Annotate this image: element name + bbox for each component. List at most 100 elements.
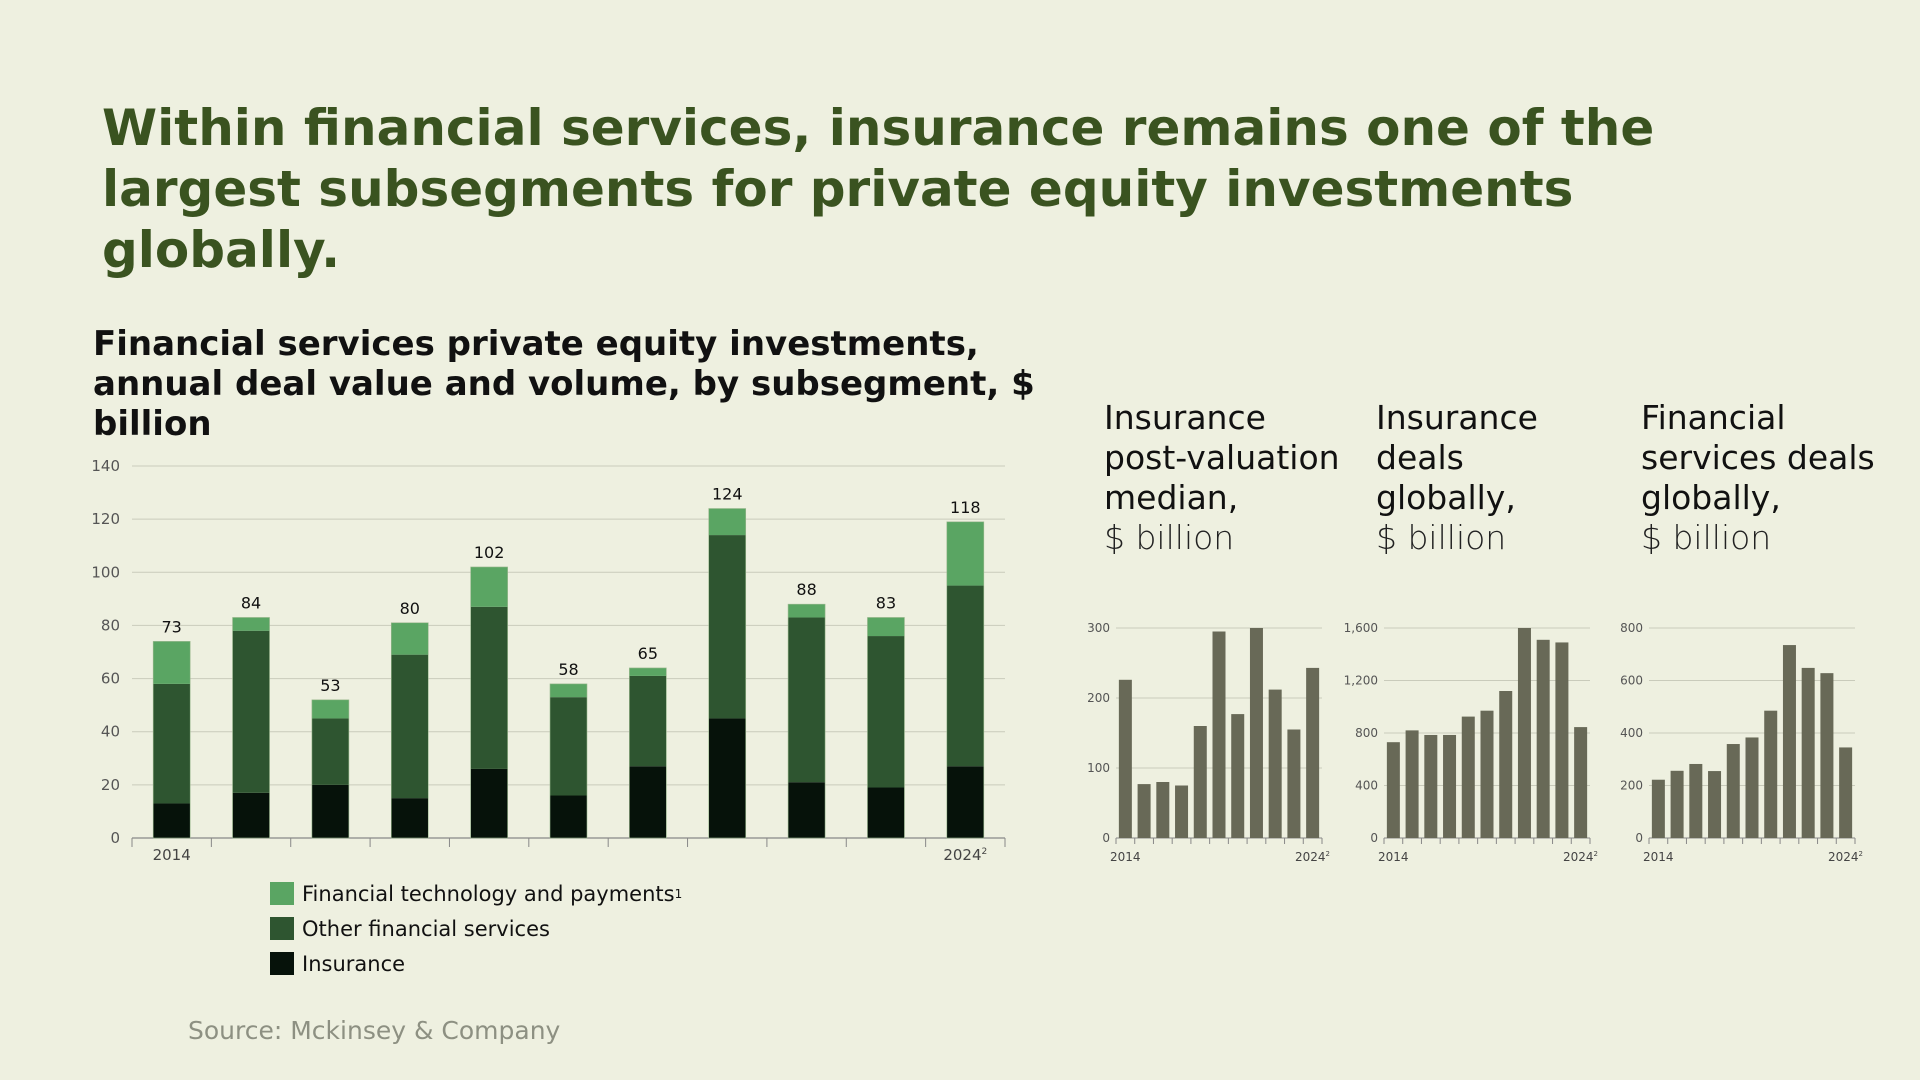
bar-other-9 [867, 636, 905, 788]
data-label-total-6: 65 [638, 644, 658, 663]
mini2-x-label-last: 20242 [1563, 850, 1598, 864]
bar-outline-7 [708, 508, 747, 839]
main-chart-title: Financial services private equity invest… [93, 324, 1035, 444]
y-tick-label-0: 0 [110, 829, 120, 847]
mini1-bar-2 [1156, 782, 1170, 838]
y-tick-label-40: 40 [101, 723, 120, 741]
bar-insurance-0 [153, 803, 191, 838]
mini1-x-label-first: 2014 [1110, 850, 1141, 864]
mini2-bar-1 [1405, 730, 1419, 838]
mini2-bar-7 [1517, 628, 1531, 838]
mini2-bar-3 [1443, 734, 1457, 838]
bar-insurance-8 [788, 782, 826, 838]
mini-bar-chart-insurance-deals: 0 400 800 1,200 1,600 2014 20242 [1344, 621, 1598, 864]
bar-fintech-1 [232, 617, 270, 631]
bar-insurance-5 [550, 795, 587, 838]
mini2-y-tick-label-3: 1,200 [1344, 674, 1378, 688]
mini2-bar-10 [1574, 727, 1588, 838]
mini-chart-1-title-line-2: post-valuation [1104, 438, 1340, 477]
bar-insurance-7 [708, 718, 746, 838]
mini1-bar-1 [1137, 784, 1151, 838]
mini1-bar-5 [1212, 631, 1226, 838]
mini2-bar-6 [1499, 691, 1513, 838]
mini3-y-tick-label-3: 600 [1620, 674, 1643, 688]
bar-insurance-9 [867, 787, 905, 838]
bar-fintech-2 [311, 699, 349, 719]
data-label-total-2: 53 [320, 676, 340, 695]
bar-outline-5 [549, 683, 588, 839]
mini2-y-tick-label-1: 400 [1355, 779, 1378, 793]
mini-bar-chart-financial-deals: 0 200 400 600 800 2014 20242 [1620, 621, 1863, 864]
data-label-total-0: 73 [162, 617, 182, 636]
data-label-total-7: 124 [712, 485, 743, 504]
mini3-bar-2 [1689, 763, 1703, 838]
mini1-y-tick-label-2: 200 [1087, 691, 1110, 705]
mini-chart-3-title-line-3: globally, [1641, 478, 1781, 517]
main-stacked-bar-chart: 0 20 40 60 80 100 120 140 73 84 53 80 102 58 65 124 88 83… [91, 457, 1006, 864]
mini2-y-tick-label-2: 800 [1355, 726, 1378, 740]
bar-fintech-9 [867, 617, 905, 637]
bar-other-7 [708, 535, 746, 719]
mini3-bar-1 [1670, 770, 1684, 838]
mini3-bar-6 [1764, 710, 1778, 838]
bar-fintech-6 [629, 667, 667, 676]
bar-fintech-5 [550, 683, 587, 698]
mini2-bar-9 [1555, 642, 1569, 838]
mini1-bar-3 [1175, 785, 1189, 838]
source-note: Source: Mckinsey & Company [188, 1016, 561, 1045]
bar-insurance-2 [311, 784, 349, 838]
mini2-bar-8 [1536, 639, 1550, 838]
data-label-total-9: 83 [876, 593, 896, 612]
mini1-bar-6 [1231, 714, 1245, 838]
bar-insurance-4 [470, 768, 508, 838]
mini-chart-2-title: Insurance deals globally, $ billion [1376, 398, 1636, 558]
mini3-y-tick-label-2: 400 [1620, 726, 1643, 740]
mini3-bar-7 [1782, 645, 1796, 838]
bar-insurance-3 [391, 798, 429, 838]
bar-insurance-10 [946, 766, 984, 838]
mini3-x-label-last: 20242 [1828, 850, 1863, 864]
bar-other-0 [153, 683, 191, 804]
mini1-bar-9 [1287, 729, 1301, 838]
mini3-bar-8 [1801, 667, 1815, 838]
mini1-x-label-last: 20242 [1295, 850, 1330, 864]
mini3-bar-5 [1745, 737, 1759, 838]
bar-other-8 [788, 617, 826, 783]
mini1-y-tick-label-1: 100 [1087, 761, 1110, 775]
mini-bar-chart-insurance-valuation: 0 100 200 300 2014 20242 [1087, 621, 1330, 864]
mini1-bar-10 [1306, 667, 1320, 838]
bar-other-3 [391, 654, 429, 799]
bar-other-4 [470, 606, 508, 769]
x-label-last: 20242 [943, 846, 987, 864]
bar-other-10 [946, 585, 984, 767]
bar-fintech-8 [788, 604, 826, 618]
legend-footnote-fintech: 1 [674, 886, 683, 901]
mini3-bar-4 [1726, 744, 1740, 838]
mini1-bar-4 [1193, 726, 1207, 838]
bar-other-6 [629, 675, 667, 767]
mini1-bar-8 [1268, 689, 1282, 838]
bar-insurance-6 [629, 766, 667, 838]
bar-outline-10 [946, 521, 985, 839]
mini-chart-3-title-line-1: Financial [1641, 398, 1786, 437]
mini3-bar-0 [1651, 779, 1665, 838]
bar-fintech-10 [946, 521, 984, 586]
bar-fintech-3 [391, 622, 429, 655]
mini3-y-tick-label-4: 800 [1620, 621, 1643, 635]
mini-chart-3-title-line-2: services deals [1641, 438, 1875, 477]
mini2-bar-0 [1386, 742, 1400, 838]
data-label-total-4: 102 [474, 543, 505, 562]
x-label-first: 2014 [153, 846, 191, 864]
bar-other-1 [232, 630, 270, 793]
mini-chart-2-title-line-2: deals [1376, 438, 1464, 477]
legend-swatch-insurance [270, 952, 294, 975]
chart-legend: Financial technology and payments 1 Other… [270, 876, 682, 981]
legend-swatch-fintech [270, 882, 294, 905]
mini2-y-tick-label-4: 1,600 [1344, 621, 1378, 635]
y-tick-label-80: 80 [101, 616, 120, 634]
mini2-bar-4 [1461, 716, 1475, 838]
mini-chart-2-title-line-1: Insurance [1376, 398, 1538, 437]
mini1-y-tick-label-0: 0 [1102, 831, 1110, 845]
legend-label-insurance: Insurance [302, 951, 406, 976]
bar-outline-3 [390, 622, 429, 839]
